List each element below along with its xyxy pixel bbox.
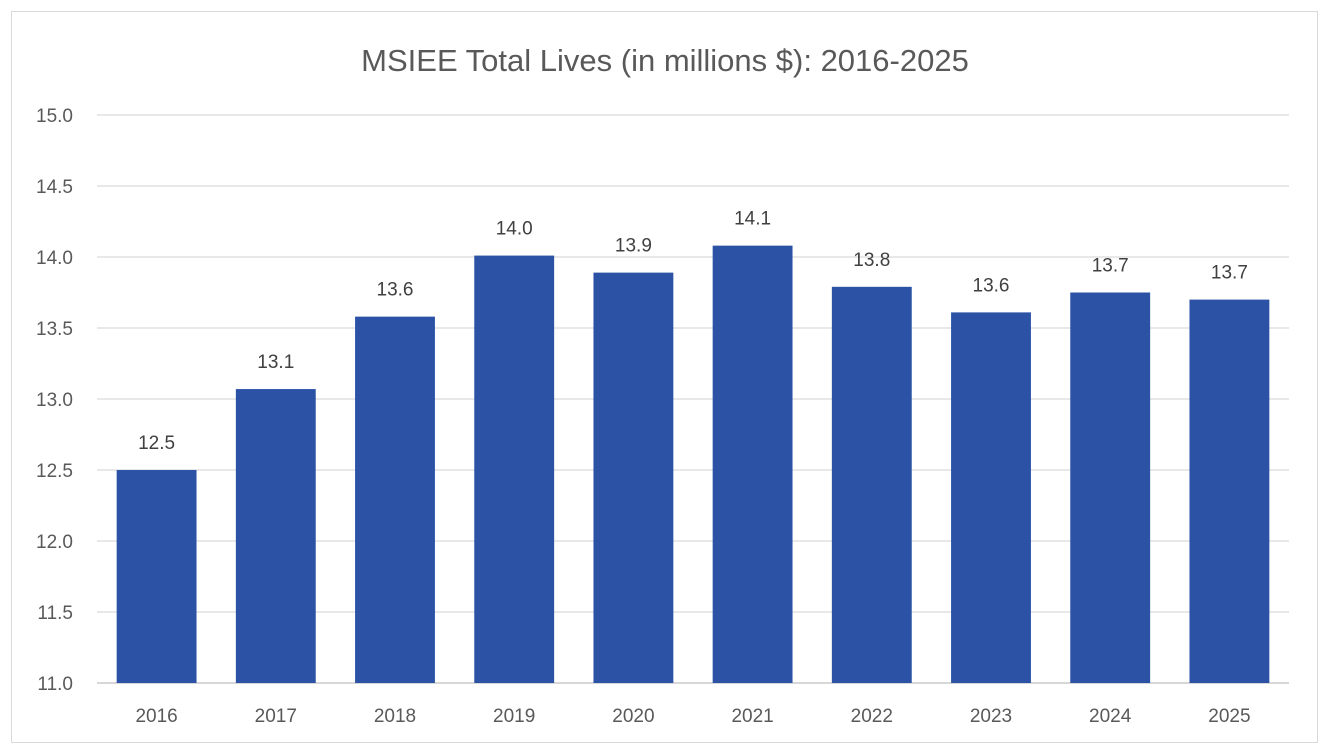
data-label-2021: 14.1 — [734, 209, 771, 230]
bar-2025 — [1189, 299, 1270, 683]
x-tick-label: 2022 — [851, 706, 893, 727]
x-tick-label: 2025 — [1208, 706, 1250, 727]
y-tick-label: 12.0 — [36, 532, 73, 553]
bar-2017 — [235, 389, 316, 683]
x-axis-ticks: 2016 2017 2018 2019 2020 2021 2022 2023 2024 2025 — [135, 706, 1250, 727]
x-tick-label: 2020 — [612, 706, 654, 727]
x-tick-label: 2019 — [493, 706, 535, 727]
bar-2024 — [1070, 292, 1151, 683]
y-tick-label: 11.5 — [37, 603, 73, 624]
bars — [116, 245, 1270, 683]
y-tick-label: 12.5 — [36, 461, 73, 482]
x-tick-label: 2018 — [374, 706, 416, 727]
y-tick-label: 15.0 — [36, 106, 73, 127]
x-tick-label: 2023 — [970, 706, 1012, 727]
bar-2016 — [116, 470, 197, 683]
bar-2023 — [951, 312, 1031, 683]
y-tick-label: 13.0 — [36, 390, 73, 411]
x-tick-label: 2017 — [255, 706, 297, 727]
data-label-2020: 13.9 — [615, 236, 652, 257]
chart-title: MSIEE Total Lives (in millions $): 2016-… — [361, 43, 969, 78]
x-tick-label: 2024 — [1089, 706, 1132, 727]
data-label-2019: 14.0 — [496, 219, 533, 240]
bar-2018 — [355, 316, 435, 683]
x-tick-label: 2021 — [731, 706, 773, 727]
bar-2021 — [712, 245, 793, 683]
data-label-2018: 13.6 — [377, 280, 414, 301]
y-tick-label: 11.0 — [37, 674, 73, 695]
data-label-2017: 13.1 — [257, 352, 294, 373]
bar-2022 — [831, 286, 912, 683]
data-label-2022: 13.8 — [853, 250, 890, 271]
y-tick-label: 14.5 — [36, 177, 73, 198]
data-label-2024: 13.7 — [1092, 256, 1129, 277]
data-label-2025: 13.7 — [1211, 263, 1248, 284]
x-tick-label: 2016 — [135, 706, 177, 727]
bar-2019 — [474, 255, 555, 683]
data-label-2016: 12.5 — [138, 433, 175, 454]
data-labels: 12.5 13.1 13.6 14.0 13.9 14.1 13.8 13.6 13.7 13.7 — [138, 209, 1248, 454]
y-tick-label: 14.0 — [36, 248, 73, 269]
data-label-2023: 13.6 — [973, 275, 1010, 296]
y-axis-ticks: 11.0 11.5 12.0 12.5 13.0 13.5 14.0 14.5 15.0 — [36, 106, 73, 695]
y-tick-label: 13.5 — [36, 319, 73, 340]
bar-2020 — [593, 272, 674, 683]
